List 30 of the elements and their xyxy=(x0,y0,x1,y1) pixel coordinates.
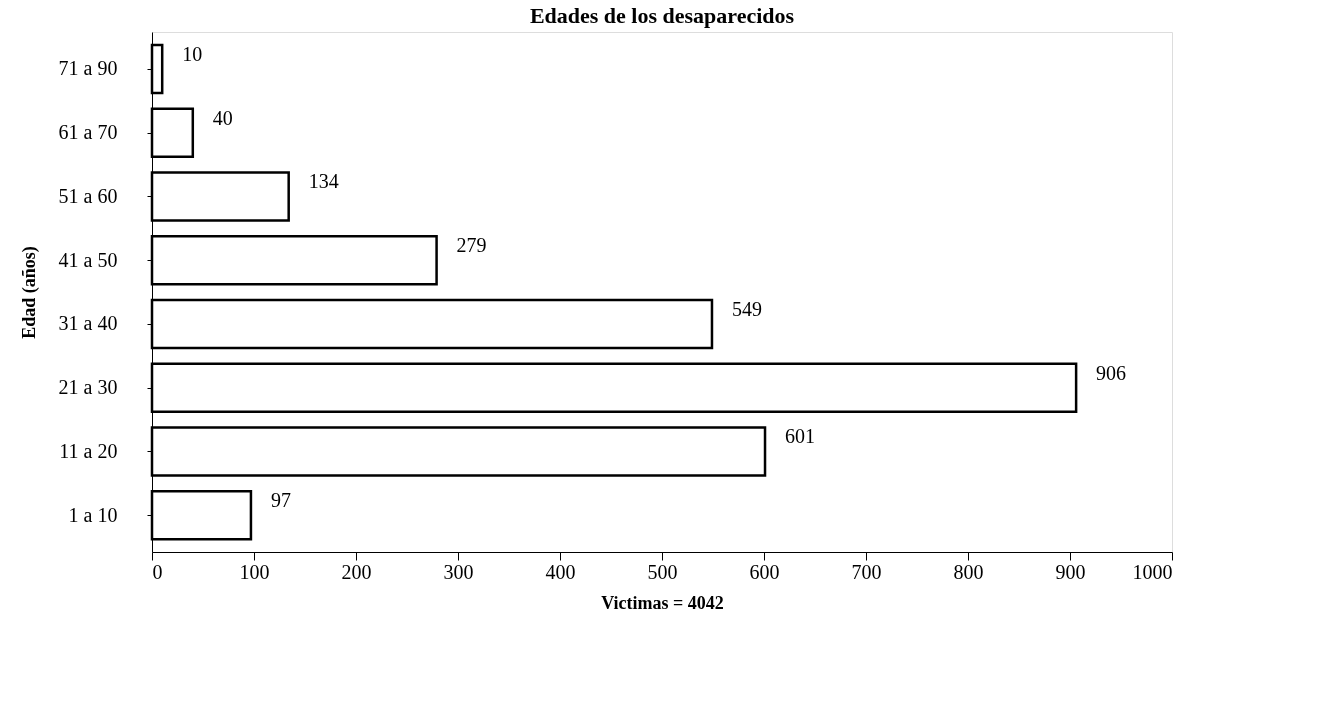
data-label: 549 xyxy=(731,297,762,320)
data-label: 134 xyxy=(308,170,339,193)
x-tick-label: 100 xyxy=(239,560,270,583)
y-tick-label: 71 a 90 xyxy=(58,57,118,80)
y-tick-label: 61 a 70 xyxy=(58,121,118,144)
x-tick-label: 700 xyxy=(851,560,882,583)
y-tick-label: 11 a 20 xyxy=(59,439,118,462)
x-tick-label: 800 xyxy=(953,560,984,583)
x-tick-label: 900 xyxy=(1055,560,1086,583)
y-tick-label: 41 a 50 xyxy=(58,248,118,271)
data-label: 601 xyxy=(785,425,816,448)
y-axis-title: Edad (años) xyxy=(18,246,40,339)
data-label: 40 xyxy=(212,106,233,129)
y-tick-label: 31 a 40 xyxy=(58,312,118,335)
x-tick-label: 200 xyxy=(341,560,372,583)
x-axis-title: Victimas = 4042 xyxy=(601,592,724,613)
y-tick-label: 21 a 30 xyxy=(58,376,118,399)
data-label: 906 xyxy=(1096,361,1127,384)
y-tick-label: 1 a 10 xyxy=(68,503,118,526)
x-tick-label: 300 xyxy=(443,560,474,583)
x-tick-label: 400 xyxy=(545,560,576,583)
x-tick-label: 1000 xyxy=(1132,560,1173,583)
x-tick-label: 0 xyxy=(152,560,163,583)
data-label: 279 xyxy=(456,234,487,257)
y-tick-label: 51 a 60 xyxy=(58,184,118,207)
chart-title: Edades de los desaparecidos xyxy=(529,3,795,28)
x-tick-label: 500 xyxy=(647,560,678,583)
data-label: 10 xyxy=(182,42,203,65)
x-tick-label: 600 xyxy=(749,560,780,583)
data-label: 97 xyxy=(270,489,291,512)
